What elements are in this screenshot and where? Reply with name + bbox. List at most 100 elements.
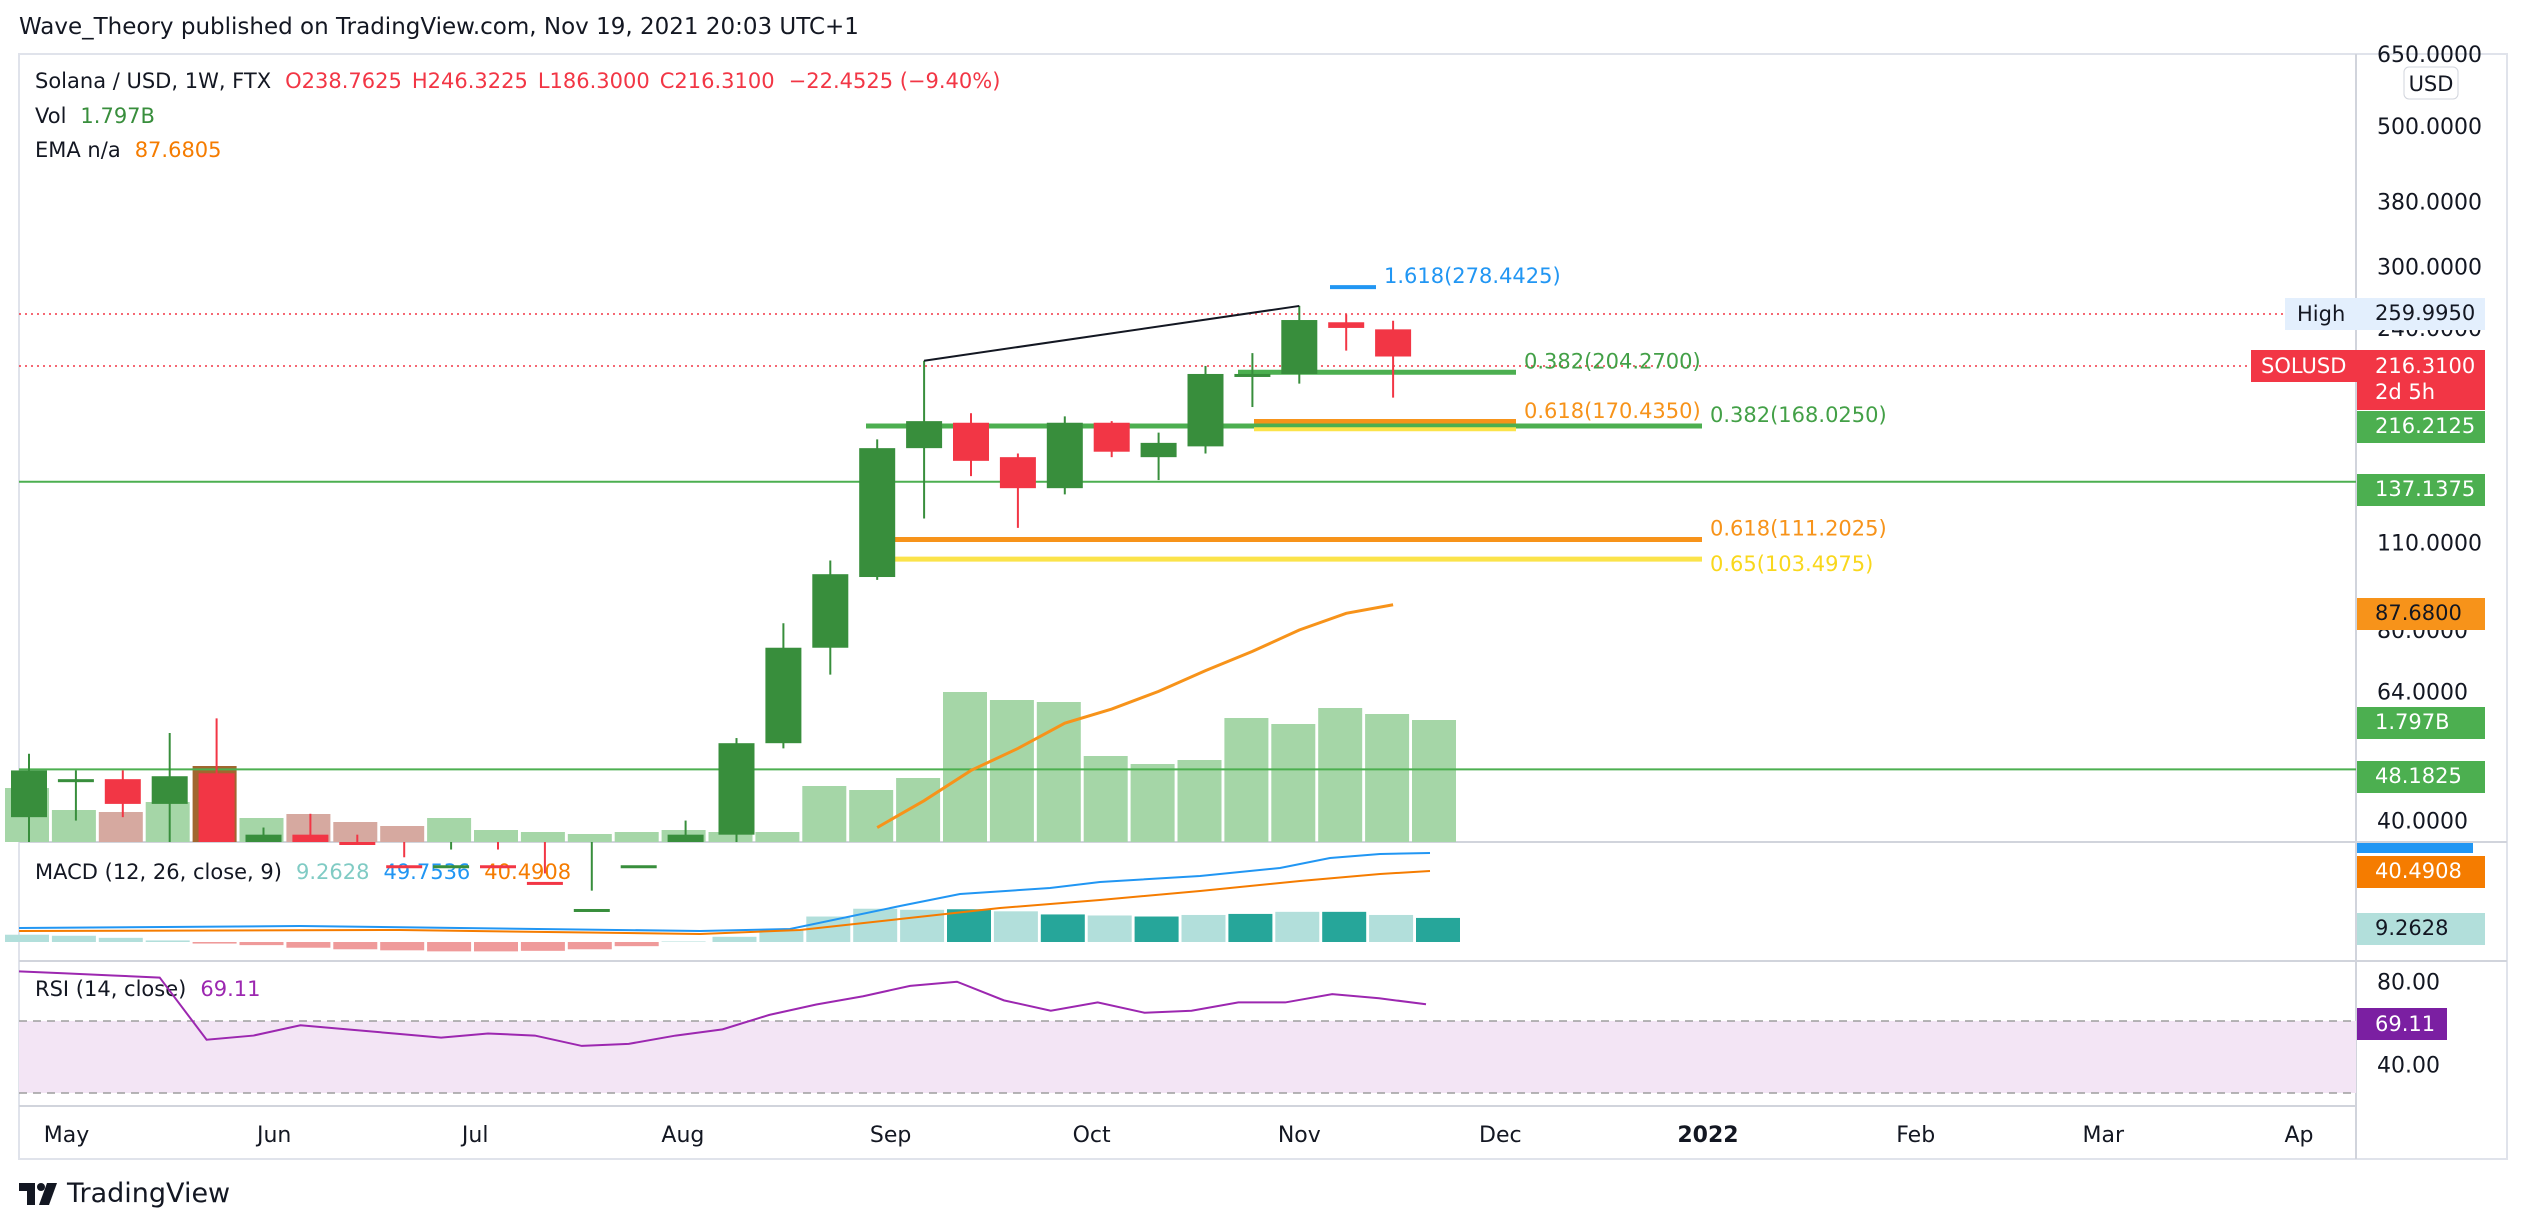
high-price-badge-bg xyxy=(2357,298,2485,330)
time-axis-ticks: May Jun Jul Aug Sep Oct Nov Dec 2022 Feb Mar Ap xyxy=(44,1123,2314,1148)
macd-hist-bar xyxy=(333,942,378,950)
volume-bar xyxy=(1412,720,1456,842)
ohlc-high: H246.3225 xyxy=(411,69,528,93)
vol-value: 1.797B xyxy=(80,104,155,128)
macd-hist-bar xyxy=(567,942,612,950)
volume-bar xyxy=(474,830,518,842)
rsi-legend: RSI (14, close) 69.11 xyxy=(35,977,274,1001)
macd-label[interactable]: MACD (12, 26, close, 9) xyxy=(35,860,282,884)
macd-hist-bar xyxy=(1228,913,1273,942)
time-axis-tick: 2022 xyxy=(1677,1123,1738,1148)
macd-hist-value: 9.2628 xyxy=(295,860,370,884)
ema-legend: EMA n/a 87.6805 xyxy=(35,138,236,162)
volume-badge-text: 1.797B xyxy=(2375,710,2450,734)
ohlc-close: C216.3100 xyxy=(659,69,775,93)
level-badge-bg xyxy=(2357,474,2485,506)
macd-hist-bar xyxy=(1040,914,1085,942)
chart-frame xyxy=(18,53,2508,1160)
current-price-badge-text: 216.3100 xyxy=(2375,354,2475,378)
time-axis-tick: Aug xyxy=(661,1123,704,1148)
time-axis-tick: Nov xyxy=(1278,1123,1321,1148)
signal-badge-bg xyxy=(2357,856,2485,888)
rsi-axis-tick: 80.00 xyxy=(2377,971,2440,996)
volume-bar xyxy=(145,802,190,842)
ema-value: 87.6805 xyxy=(134,138,222,162)
macd-badge-bg xyxy=(2357,843,2473,853)
level-badge-bg xyxy=(2357,411,2485,443)
candle-body xyxy=(104,779,141,804)
ema-line xyxy=(876,603,1394,829)
rsi-line xyxy=(18,970,1427,1047)
time-axis-tick: May xyxy=(44,1123,89,1148)
volume-bar xyxy=(989,700,1034,842)
macd-hist-bar xyxy=(1087,915,1132,942)
macd-hist-bar xyxy=(51,935,96,942)
ohlc-change: −22.4525 (−9.40%) xyxy=(788,69,1001,93)
currency-badge[interactable] xyxy=(2403,66,2459,100)
candle-body xyxy=(718,743,755,835)
high-label-text: High xyxy=(2297,302,2345,326)
tradingview-logo-icon xyxy=(19,1182,57,1205)
volume-bar xyxy=(755,832,800,842)
candle-body xyxy=(667,834,704,842)
macd-hist-bar xyxy=(239,942,284,946)
symbol-label-bg xyxy=(2251,350,2357,382)
volume-bar xyxy=(1036,702,1081,842)
candle-body xyxy=(1093,422,1130,452)
candle-body xyxy=(433,865,470,869)
volume-bar xyxy=(614,832,659,842)
candle-body xyxy=(386,865,423,869)
level-badge-text: 137.1375 xyxy=(2375,477,2475,501)
trend-line[interactable] xyxy=(923,304,1300,362)
signal-badge-text: 40.4908 xyxy=(2375,859,2462,883)
rsi-badge-text: 69.11 xyxy=(2375,1012,2435,1036)
volume-bar xyxy=(1271,724,1316,842)
volume-bar xyxy=(333,822,378,842)
candle-body xyxy=(245,834,282,842)
fib-levels[interactable]: 1.618(278.4425) 0.382(204.2700) 0.618(170.… xyxy=(866,264,1887,576)
ema-label[interactable]: EMA n/a xyxy=(35,138,121,162)
price-axis-tick: 64.0000 xyxy=(2377,680,2468,705)
macd-hist-bar xyxy=(759,929,804,942)
hist-badge-text: 9.2628 xyxy=(2375,916,2448,940)
candle-body xyxy=(57,779,94,783)
volume-bar xyxy=(51,810,96,842)
tradingview-logo[interactable]: TradingView xyxy=(19,1178,230,1209)
time-axis-tick: Sep xyxy=(870,1123,911,1148)
volume-bar xyxy=(849,790,894,842)
symbol-title[interactable]: Solana / USD, 1W, FTX xyxy=(35,69,272,93)
time-axis-tick: Mar xyxy=(2083,1123,2125,1148)
indicator-axis-labels: 40.4908 9.2628 69.11 xyxy=(2357,843,2485,1040)
volume-bar xyxy=(427,818,472,842)
candle-body xyxy=(1046,422,1083,489)
current-price-badge-bg xyxy=(2357,350,2485,410)
candle-body xyxy=(11,770,47,818)
macd-hist-bar xyxy=(145,940,190,942)
candle-body xyxy=(1140,442,1177,458)
macd-hist-bar xyxy=(1275,911,1320,942)
macd-line-value: 49.7536 xyxy=(383,860,471,884)
publisher-line: Wave_Theory published on TradingView.com… xyxy=(19,14,859,40)
candle-body xyxy=(198,773,235,842)
candle-body xyxy=(1281,320,1318,374)
candle-body xyxy=(859,448,896,578)
high-price-badge-text: 259.9950 xyxy=(2375,301,2475,325)
candle-body xyxy=(292,834,329,842)
rsi-badge-bg xyxy=(2357,1008,2447,1040)
rsi-axis-tick: 40.00 xyxy=(2377,1054,2440,1079)
volume-bar xyxy=(1365,714,1410,842)
macd-hist-bar xyxy=(286,942,331,948)
price-axis-ticks: 650.0000500.0000380.0000300.0000240.0000… xyxy=(2377,43,2482,835)
time-axis-tick: Feb xyxy=(1896,1123,1935,1148)
fib-level-label: 0.382(168.0250) xyxy=(1710,403,1887,427)
rsi-band xyxy=(19,1021,2356,1093)
candle-body xyxy=(573,908,610,912)
macd-hist-bar xyxy=(5,934,49,942)
time-axis-tick: Ap xyxy=(2284,1123,2313,1148)
symbol-label-text: SOLUSD xyxy=(2261,354,2346,378)
volume-badge-bg xyxy=(2357,707,2485,739)
candle-body xyxy=(906,421,943,449)
vol-label[interactable]: Vol xyxy=(35,104,67,128)
price-axis-tick: 110.0000 xyxy=(2377,531,2482,556)
